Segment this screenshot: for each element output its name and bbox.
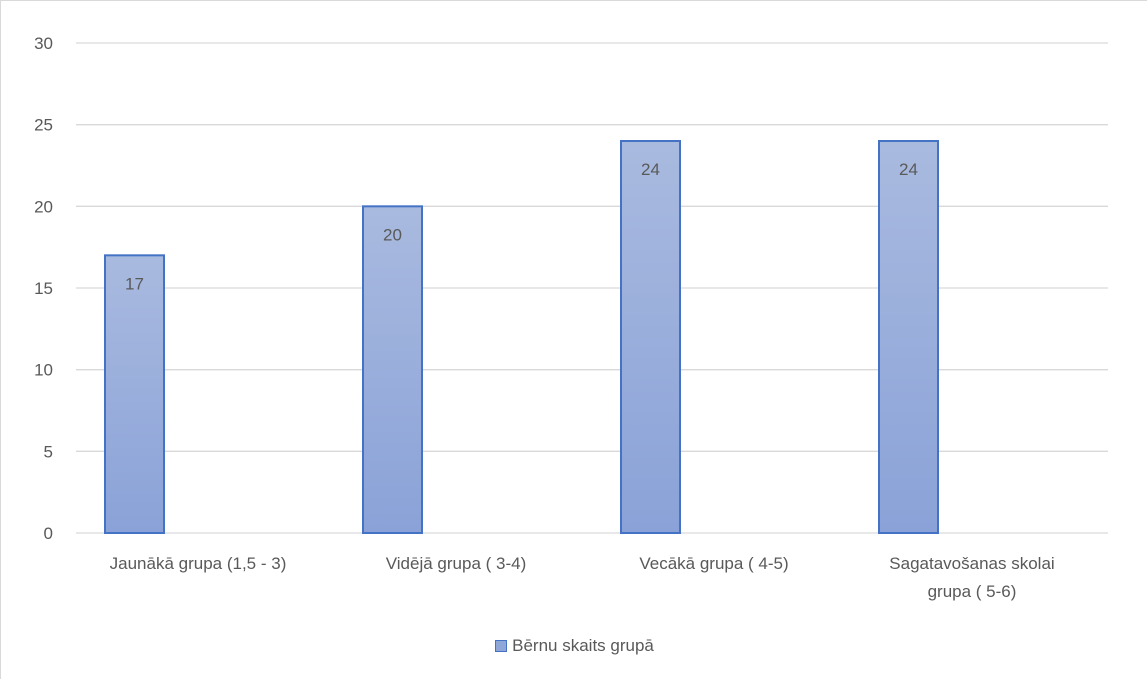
data-label: 17	[125, 274, 144, 293]
y-tick-label: 30	[34, 34, 53, 53]
y-tick-label: 15	[34, 279, 53, 298]
bars	[104, 140, 939, 534]
x-category-label: Vecākā grupa ( 4-5)	[639, 554, 788, 573]
x-category-label: grupa ( 5-6)	[928, 582, 1017, 601]
y-tick-label: 0	[44, 524, 53, 543]
x-category-label: Jaunākā grupa (1,5 - 3)	[110, 554, 287, 573]
bar	[878, 140, 939, 534]
data-labels: 17 20 24 24	[125, 160, 918, 293]
gridlines	[76, 42, 1108, 534]
y-axis-ticks: 0 5 10 15 20 25 30	[34, 34, 53, 543]
data-label: 24	[641, 160, 660, 179]
data-label: 24	[899, 160, 918, 179]
x-category-label: Sagatavošanas skolai	[889, 554, 1054, 573]
y-tick-label: 10	[34, 361, 53, 380]
y-tick-label: 20	[34, 197, 53, 216]
data-label: 20	[383, 225, 402, 244]
y-tick-label: 5	[44, 442, 53, 461]
bar	[620, 140, 681, 534]
x-axis-categories: Jaunākā grupa (1,5 - 3) Vidējā grupa ( 3-…	[110, 554, 1055, 601]
legend-swatch	[495, 640, 508, 652]
legend-label: Bērnu skaits grupā	[512, 636, 654, 655]
bar	[104, 254, 165, 534]
x-category-label: Vidējā grupa ( 3-4)	[386, 554, 527, 573]
bar	[362, 205, 423, 534]
legend: Bērnu skaits grupā	[1, 636, 1147, 656]
y-tick-label: 25	[34, 116, 53, 135]
